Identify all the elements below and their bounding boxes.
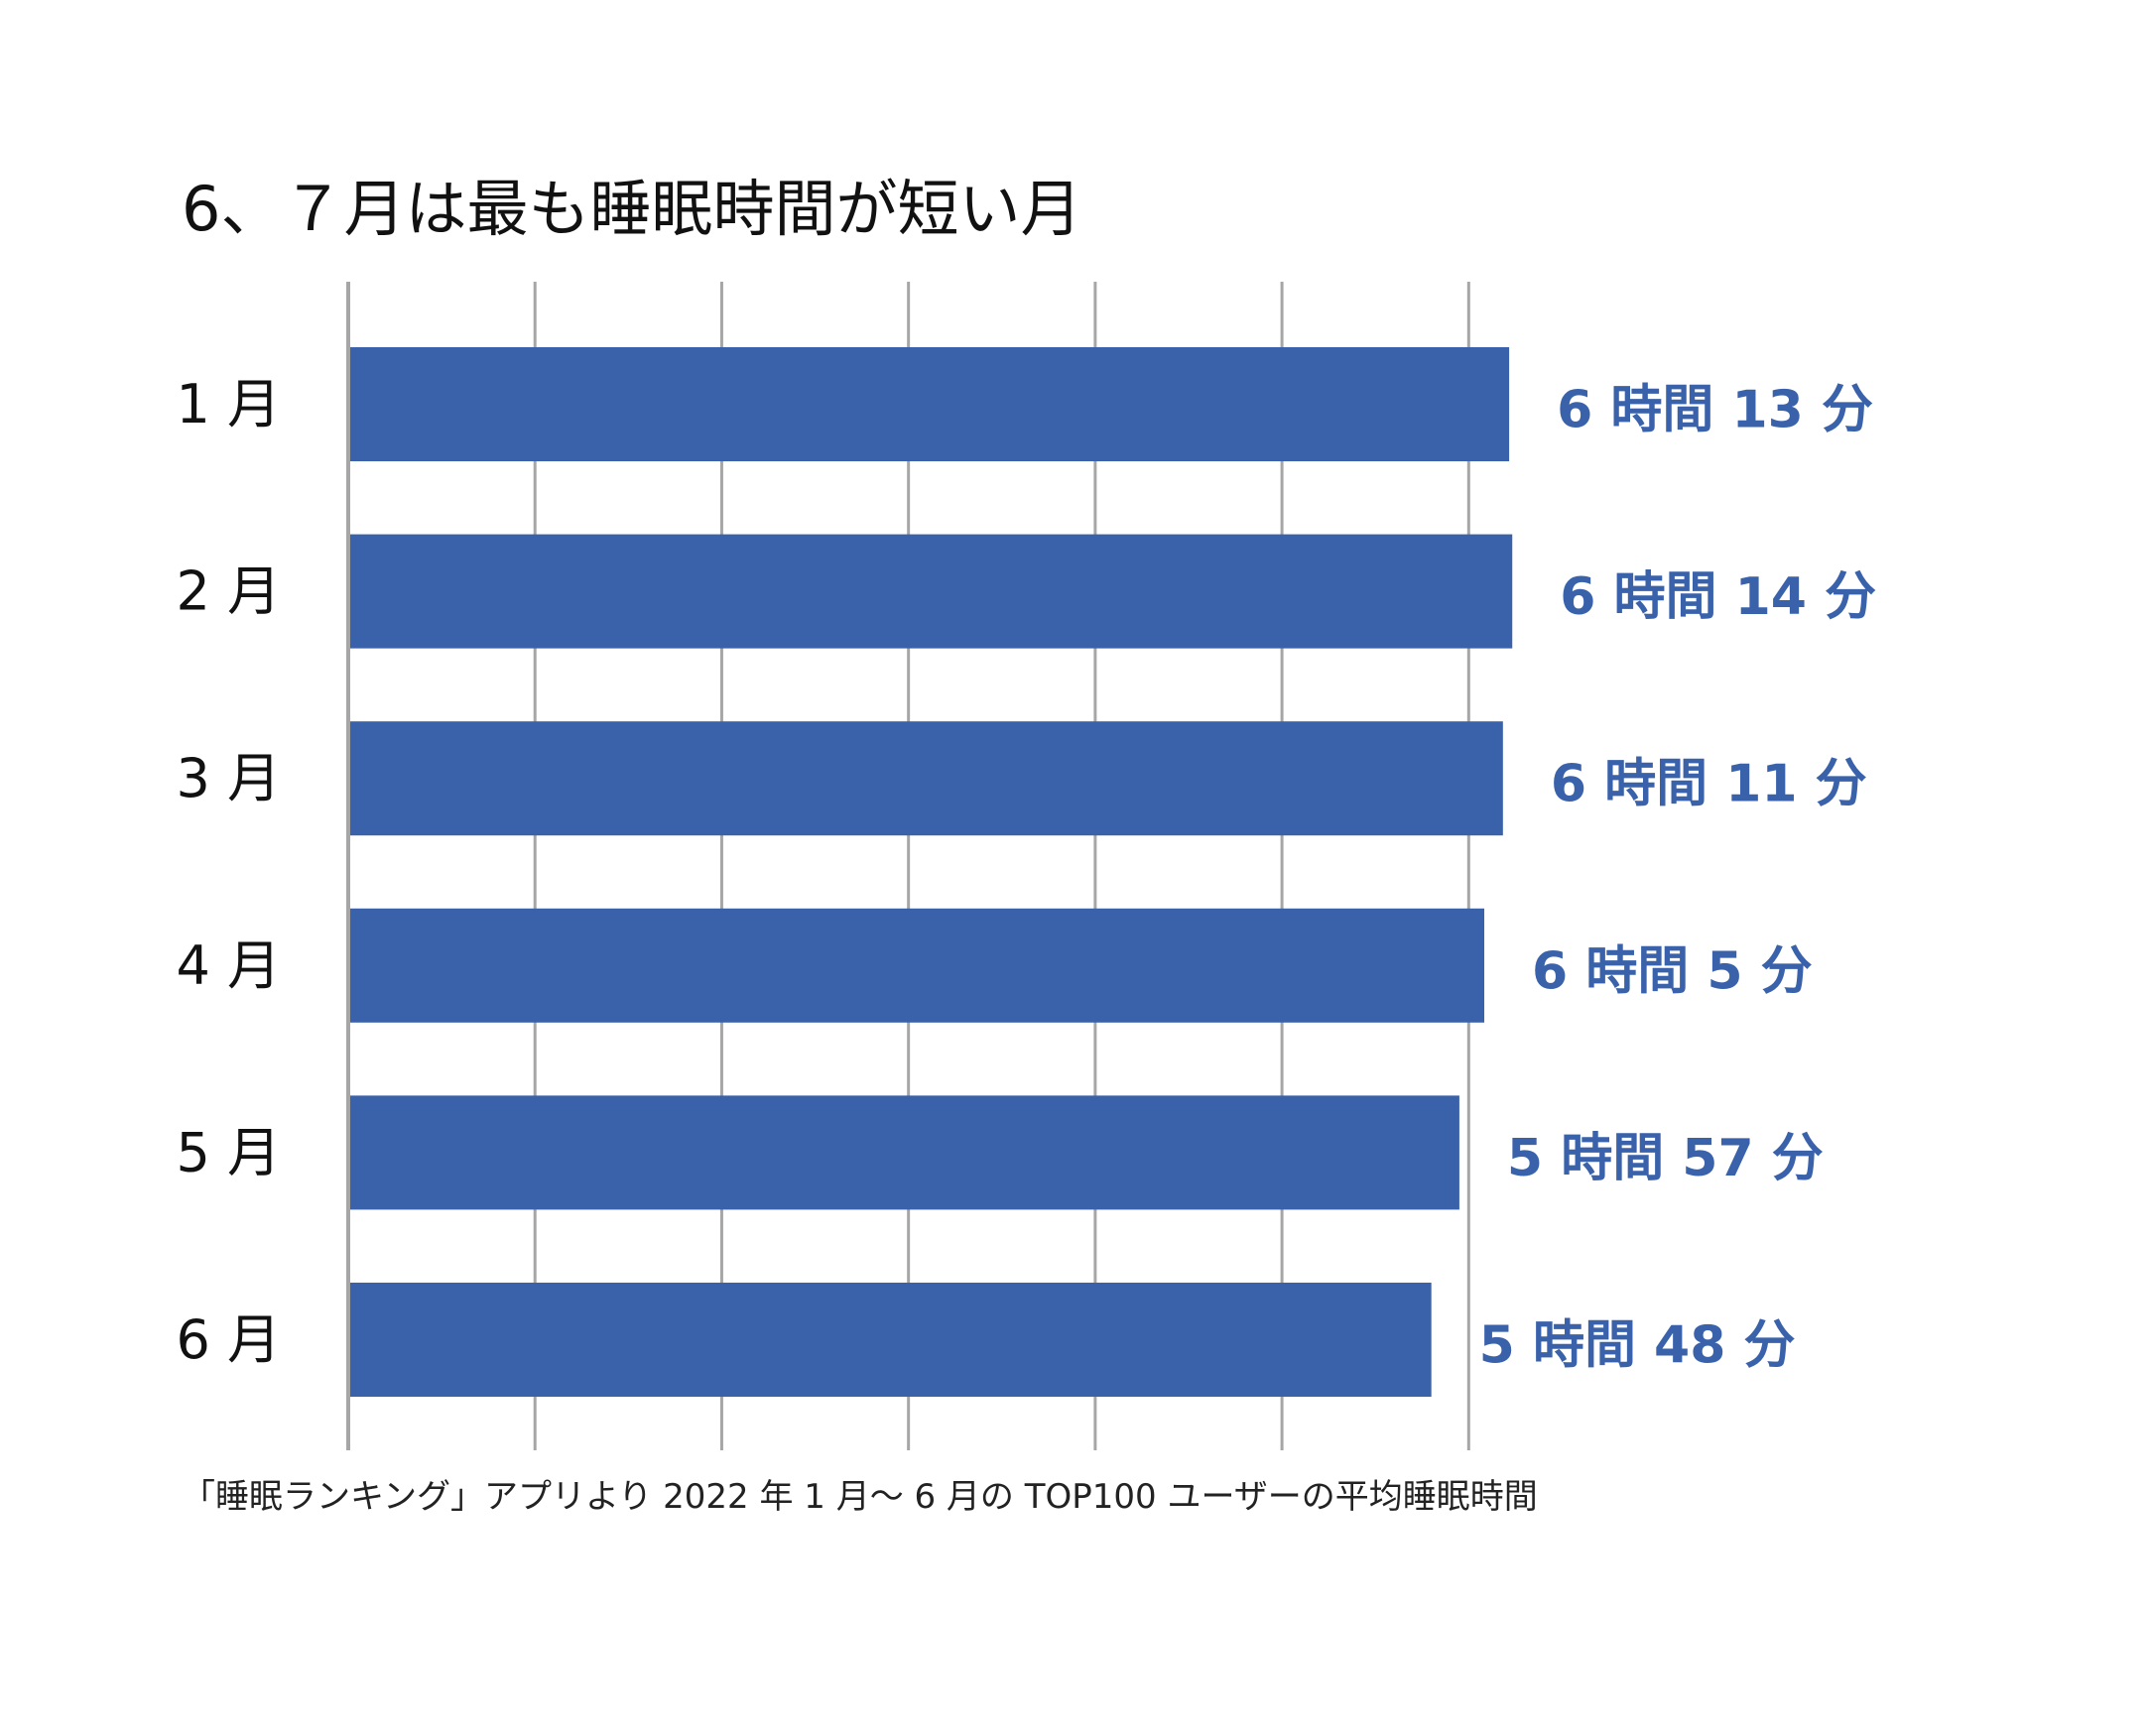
bar-6 (350, 1283, 1432, 1397)
value-label-6: 5 時間 48 分 (1479, 1316, 1796, 1376)
value-label-5: 5 時間 57 分 (1507, 1129, 1824, 1188)
category-label-1: 1 月 (176, 373, 281, 435)
value-label-4: 6 時間 5 分 (1532, 941, 1813, 1001)
bar-1 (350, 347, 1510, 461)
bar-5 (350, 1095, 1459, 1210)
bar-3 (350, 721, 1503, 836)
category-label-3: 3 月 (176, 747, 281, 809)
chart-footnote: 「睡眠ランキング」アプリより 2022 年 1 月〜 6 月の TOP100 ユ… (182, 1477, 1538, 1517)
value-labels: 6 時間 13 分 6 時間 14 分 6 時間 11 分 6 時間 5 分 5 時間 … (1479, 381, 1876, 1376)
bar-2 (350, 534, 1513, 649)
category-label-5: 5 月 (176, 1121, 281, 1183)
category-labels: 1 月 2 月 3 月 4 月 5 月 6 月 (176, 373, 281, 1371)
category-label-4: 4 月 (176, 934, 281, 997)
value-label-3: 6 時間 11 分 (1551, 755, 1867, 814)
category-label-2: 2 月 (176, 560, 281, 623)
bars (350, 347, 1513, 1397)
value-label-1: 6 時間 13 分 (1557, 381, 1873, 440)
value-label-2: 6 時間 14 分 (1560, 567, 1876, 627)
category-label-6: 6 月 (176, 1308, 281, 1371)
gridlines (346, 282, 1470, 1450)
bar-4 (350, 908, 1485, 1023)
chart-title: 6、７月は最も睡眠時間が短い月 (182, 173, 1081, 245)
